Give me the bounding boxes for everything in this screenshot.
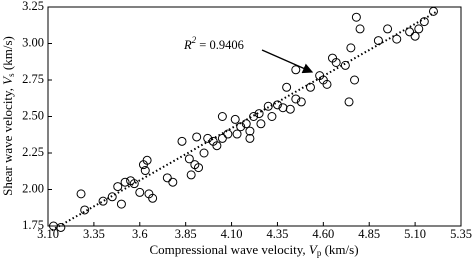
data-point [383,24,393,34]
data-point [249,112,259,121]
x-axis-label: Compressional wave velocity, Vp (km/s) [149,242,358,258]
x-tick-label: 5.35 [450,227,472,241]
data-point [148,193,158,203]
y-label-var: V [0,75,15,85]
data-point [351,12,361,22]
data-point [344,97,354,107]
data-point [410,31,420,41]
data-point [392,34,402,44]
data-point [428,6,438,16]
data-point [76,189,86,199]
data-point [186,170,196,180]
y-tick-label: 3.00 [22,35,44,49]
y-tick-label: 2.50 [22,108,44,122]
data-point [296,97,306,107]
data-point [162,173,172,183]
annotation-var: R [183,38,192,52]
x-tick-label: 4.60 [312,227,334,241]
y-tick-label: 2.00 [22,181,44,195]
data-point [223,129,233,139]
data-point [373,36,383,46]
data-point [355,24,365,34]
y-label-sub: s [6,73,16,77]
data-point [340,60,350,70]
data-point [135,187,145,197]
data-point [350,75,360,85]
data-point [113,182,123,192]
data-point [419,17,429,27]
data-point [236,122,246,132]
x-label-unit: (km/s) [321,242,358,257]
data-point [56,222,66,232]
data-point [184,154,194,164]
data-point [168,177,178,187]
x-label-var: V [309,242,319,257]
data-point [212,141,222,151]
data-point [291,65,301,75]
x-label-text: Compressional wave velocity, [149,242,308,257]
data-point [254,109,264,119]
y-tick-label: 2.25 [22,145,44,159]
trendline [51,10,438,232]
data-point [120,177,130,187]
data-point [232,129,242,139]
x-tick-label: 4.35 [267,227,289,241]
data-point [267,112,277,121]
data-point [203,133,213,143]
y-tick-label: 3.25 [22,0,44,13]
data-point [98,196,108,206]
annotation: R2 = 0.9406 [183,35,244,52]
data-point [278,103,288,113]
y-label-unit: (km/s) [0,36,15,73]
data-point [322,79,332,89]
y-axis-label: Shear wave velocity, Vs (km/s) [0,36,16,196]
data-point [177,136,187,146]
x-tick-label: 5.10 [404,227,426,241]
x-tick-label: 3.35 [83,227,105,241]
data-point [405,27,415,37]
data-point [305,82,315,92]
x-tick-label: 4.10 [221,227,243,241]
data-point [116,199,126,209]
annotation-sup: 2 [192,35,197,45]
data-point [331,57,341,67]
data-point [282,82,292,92]
data-point [192,132,202,142]
data-point [217,133,227,143]
annotation-arrow [261,49,314,74]
data-point [245,133,255,143]
data-point [256,119,266,129]
x-tick-label: 4.85 [358,227,380,241]
data-point [245,126,255,136]
data-point [414,24,424,34]
x-tick-label: 3.85 [175,227,197,241]
data-point [142,155,152,165]
data-point [199,148,209,158]
data-point [140,166,150,176]
annotation-value: = 0.9406 [196,38,244,52]
data-point [346,43,356,53]
data-point [80,205,90,215]
data-point [241,119,251,129]
data-point [291,94,301,104]
data-point [49,221,59,231]
y-label-text: Shear wave velocity, [0,85,15,196]
data-point [129,179,139,189]
data-point [263,101,273,111]
data-point [217,112,227,121]
data-point [194,163,204,173]
x-tick-label: 3.6 [132,227,148,241]
data-point [107,192,117,202]
y-tick-label: 2.75 [22,72,44,86]
data-point [272,100,282,110]
x-label-sub: p [317,248,322,258]
y-tick-label: 1.75 [22,218,44,232]
data-point [285,104,295,114]
data-point [230,114,240,124]
